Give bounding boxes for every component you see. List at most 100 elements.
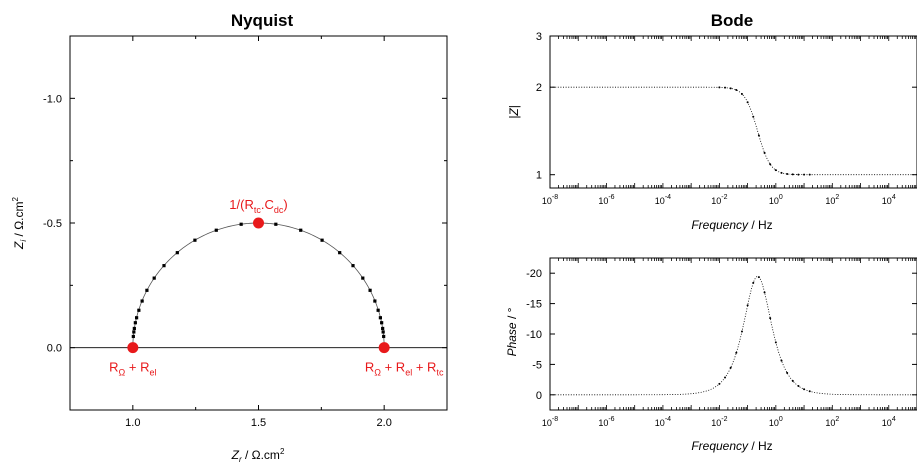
- bode-magnitude-x-tick-label: 104: [882, 194, 896, 206]
- bode-phase-plot: 10-8 10-6 10-4 10-2 100 102 104 0 -5 -10 -15 -20 Fr…: [505, 257, 917, 453]
- nyquist-data-point: [193, 238, 197, 242]
- bode-magnitude-data-point: [808, 173, 811, 176]
- bode-magnitude-data-point: [752, 115, 755, 118]
- bode-magnitude-y-axis-label: |Z|: [507, 105, 521, 119]
- nyquist-y-tick-label: -1.0: [43, 93, 62, 105]
- bode-magnitude-data-point: [763, 151, 766, 154]
- bode-phase-x-tick-label: 104: [882, 416, 896, 428]
- bode-magnitude-x-tick-label: 10-4: [655, 194, 671, 206]
- nyquist-data-point: [152, 276, 156, 280]
- nyquist-highlight-label: 1/(Rtc​.Cdc​): [229, 197, 287, 215]
- nyquist-highlight-point: [127, 342, 139, 354]
- bode-phase-data-point: [752, 281, 755, 284]
- bode-magnitude-x-axis-label: Frequency / Hz: [691, 218, 772, 232]
- bode-magnitude-data-point: [791, 173, 794, 176]
- nyquist-x-tick-label: 1.0: [125, 417, 140, 429]
- bode-magnitude-data-point: [718, 86, 721, 89]
- bode-magnitude-data-point: [729, 87, 732, 90]
- nyquist-data-point: [162, 264, 166, 268]
- nyquist-data-point: [320, 238, 324, 242]
- bode-title: Bode: [711, 11, 754, 30]
- nyquist-data-point: [135, 316, 139, 320]
- bode-phase-data-point: [763, 291, 766, 294]
- nyquist-highlight-point: [253, 217, 264, 229]
- bode-magnitude-y-tick-label: 1: [536, 170, 542, 182]
- bode-phase-data-point: [808, 390, 811, 393]
- bode-magnitude-y-tick-label: 3: [536, 31, 542, 43]
- bode-phase-data-point: [803, 388, 806, 391]
- bode-magnitude-data-point: [786, 172, 789, 175]
- nyquist-x-axis-label: Zr​ / Ω.cm2: [231, 447, 285, 464]
- bode-phase-y-tick-label: -20: [526, 268, 542, 280]
- bode-phase-x-tick-label: 10-2: [711, 416, 727, 428]
- nyquist-data-point: [368, 288, 372, 292]
- nyquist-data-point: [361, 276, 365, 280]
- bode-phase-y-tick-label: -5: [532, 359, 542, 371]
- bode-phase-data-point: [735, 351, 738, 354]
- nyquist-data-point: [351, 264, 355, 268]
- nyquist-series-line: [132, 222, 385, 348]
- bode-phase-data-point: [786, 371, 789, 374]
- bode-phase-data-point: [724, 376, 727, 379]
- bode-phase-data-point: [797, 385, 800, 388]
- bode-phase-x-tick-label: 10-4: [655, 416, 671, 428]
- bode-phase-data-point: [740, 330, 743, 333]
- nyquist-data-point: [274, 222, 278, 226]
- nyquist-data-point: [137, 308, 141, 312]
- bode-magnitude-x-tick-label: 100: [769, 194, 783, 206]
- bode-magnitude-plot: Bode 10-8 10-6 10-4 10-2 100 102 104 1 2 3 Freque…: [507, 11, 917, 232]
- bode-magnitude-data-point: [757, 134, 760, 137]
- bode-phase-data-point: [769, 317, 772, 320]
- bode-phase-x-tick-label: 100: [769, 416, 783, 428]
- nyquist-highlight-label: RΩ​ + Rel​ + Rtc​: [365, 360, 444, 378]
- bode-magnitude-x-tick-label: 102: [825, 194, 839, 206]
- bode-magnitude-data-point: [740, 92, 743, 95]
- bode-phase-y-axis-label: Phase / °: [505, 307, 519, 356]
- nyquist-data-point: [145, 288, 149, 292]
- nyquist-data-point: [299, 228, 303, 232]
- nyquist-data-point: [378, 316, 382, 320]
- bode-magnitude-data-point: [803, 173, 806, 176]
- nyquist-plot: Nyquist 1.0 1.5 2.0 0.0 -0.5 -1.0 RΩ​ + Rel​ 1…: [11, 11, 448, 464]
- bode-phase-x-axis-label: Frequency / Hz: [691, 439, 772, 453]
- nyquist-data-point: [376, 308, 380, 312]
- nyquist-y-tick-label: -0.5: [43, 218, 62, 230]
- nyquist-data-point: [381, 330, 385, 334]
- bode-magnitude-data-point: [797, 173, 800, 176]
- nyquist-data-point: [132, 330, 136, 334]
- nyquist-data-point: [382, 334, 386, 339]
- bode-phase-data-point: [780, 359, 783, 362]
- nyquist-highlight-label: RΩ​ + Rel​: [109, 360, 156, 378]
- bode-phase-x-tick-label: 10-8: [542, 416, 558, 428]
- bode-phase-data-point: [757, 276, 760, 279]
- bode-phase-data-point: [718, 382, 721, 385]
- bode-phase-y-tick-label: -10: [526, 329, 542, 341]
- bode-magnitude-series-line: [550, 86, 917, 176]
- nyquist-data-point: [214, 228, 218, 232]
- bode-phase-plot-area: [549, 257, 917, 411]
- bode-magnitude-data-point: [780, 171, 783, 174]
- nyquist-data-point: [131, 334, 135, 339]
- bode-phase-y-tick-label: 0: [536, 390, 542, 402]
- nyquist-data-point: [140, 299, 144, 303]
- bode-phase-x-tick-label: 102: [825, 416, 839, 428]
- nyquist-data-point: [381, 326, 385, 331]
- nyquist-x-tick-label: 2.0: [377, 417, 392, 429]
- nyquist-highlight-point: [378, 342, 390, 354]
- bode-phase-data-point: [729, 366, 732, 369]
- bode-magnitude-data-point: [735, 89, 738, 92]
- bode-magnitude-x-tick-label: 10-2: [711, 194, 727, 206]
- bode-magnitude-data-point: [769, 163, 772, 166]
- nyquist-data-point: [133, 321, 137, 325]
- bode-phase-data-point: [774, 341, 777, 344]
- nyquist-data-point: [380, 321, 384, 325]
- bode-phase-y-tick-label: -15: [526, 299, 542, 311]
- bode-magnitude-x-tick-label: 10-6: [598, 194, 614, 206]
- bode-phase-data-point: [791, 379, 794, 382]
- nyquist-title: Nyquist: [231, 11, 294, 30]
- bode-magnitude-plot-area: [549, 35, 917, 189]
- nyquist-data-point: [338, 251, 342, 255]
- nyquist-data-point: [175, 251, 179, 255]
- bode-phase-series-line: [550, 276, 917, 396]
